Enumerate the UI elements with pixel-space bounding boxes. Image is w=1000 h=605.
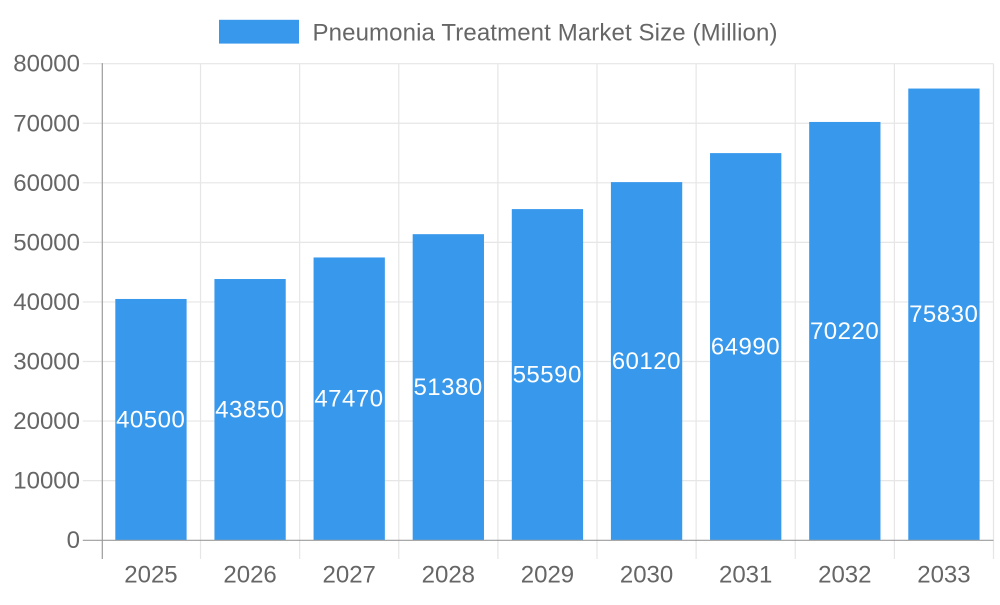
svg-text:2029: 2029 (521, 562, 574, 589)
svg-text:2030: 2030 (620, 562, 673, 589)
svg-text:Pneumonia Treatment Market Siz: Pneumonia Treatment Market Size (Million… (313, 19, 778, 46)
svg-text:64990: 64990 (711, 334, 780, 361)
svg-text:70000: 70000 (13, 110, 80, 137)
svg-text:80000: 80000 (13, 51, 80, 78)
svg-text:20000: 20000 (13, 408, 80, 435)
svg-text:40500: 40500 (116, 406, 185, 433)
svg-text:10000: 10000 (13, 468, 80, 495)
svg-text:2033: 2033 (917, 562, 970, 589)
svg-text:51380: 51380 (413, 374, 482, 401)
svg-text:2027: 2027 (323, 562, 376, 589)
svg-text:0: 0 (67, 527, 80, 554)
svg-text:47470: 47470 (314, 386, 383, 413)
svg-text:43850: 43850 (215, 396, 284, 423)
svg-text:30000: 30000 (13, 349, 80, 376)
svg-text:55590: 55590 (513, 362, 582, 389)
svg-text:2025: 2025 (124, 562, 177, 589)
svg-text:2026: 2026 (223, 562, 276, 589)
svg-text:40000: 40000 (13, 289, 80, 316)
svg-text:50000: 50000 (13, 229, 80, 256)
svg-text:2032: 2032 (818, 562, 871, 589)
svg-text:60120: 60120 (612, 348, 681, 375)
svg-text:60000: 60000 (13, 170, 80, 197)
svg-text:2031: 2031 (719, 562, 772, 589)
svg-text:75830: 75830 (909, 301, 978, 328)
svg-text:70220: 70220 (810, 318, 879, 345)
svg-text:2028: 2028 (422, 562, 475, 589)
